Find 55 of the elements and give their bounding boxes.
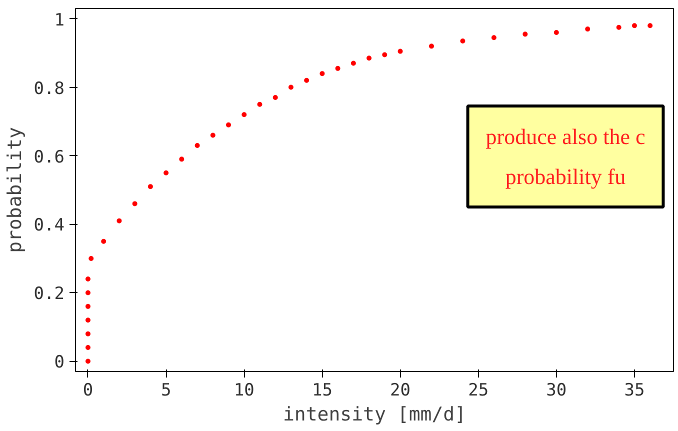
annotation: produce also the c	[486, 124, 646, 149]
annotation: probability fu	[505, 164, 626, 189]
point	[85, 276, 90, 282]
y-axis-title: probability	[4, 127, 26, 253]
x-tick-label: 15	[312, 380, 332, 400]
point	[460, 38, 466, 44]
x-tick-label: 20	[390, 380, 411, 400]
point	[194, 142, 200, 148]
point	[382, 52, 388, 58]
point	[288, 84, 294, 90]
point	[85, 318, 90, 323]
point	[398, 48, 403, 54]
point	[648, 23, 653, 28]
point	[335, 66, 340, 71]
point	[179, 156, 184, 162]
point	[132, 201, 138, 206]
point	[428, 44, 434, 49]
point	[491, 35, 496, 40]
point	[632, 23, 637, 28]
point	[88, 256, 94, 261]
point	[85, 345, 90, 350]
x-axis-title: intensity [mm/d]	[282, 404, 466, 426]
point	[522, 32, 528, 37]
point	[366, 56, 372, 61]
x-tick-label: 30	[546, 380, 567, 400]
point	[85, 290, 90, 296]
y-tick-label: 1	[54, 10, 65, 30]
point	[320, 71, 325, 76]
point	[585, 26, 590, 32]
point	[116, 218, 122, 224]
point	[616, 24, 622, 30]
point	[210, 132, 216, 138]
x-tick-label: 5	[160, 380, 172, 400]
point	[164, 170, 169, 176]
y-tick-label: 0.6	[34, 147, 65, 168]
point	[272, 95, 278, 100]
point	[85, 358, 90, 364]
point	[101, 238, 106, 244]
point	[226, 122, 232, 128]
point	[148, 184, 153, 190]
point	[242, 112, 247, 118]
point	[554, 30, 559, 35]
x-tick-label: 35	[624, 380, 645, 400]
point	[85, 331, 90, 336]
point	[304, 78, 310, 83]
y-tick-label: 0.2	[34, 284, 65, 304]
point	[350, 60, 356, 66]
x-tick-label: 0	[82, 380, 94, 400]
point	[257, 102, 262, 107]
y-tick-label: 0.8	[34, 78, 65, 99]
y-tick-label: 0	[54, 352, 65, 373]
point	[85, 304, 90, 309]
y-tick-label: 0.4	[34, 216, 65, 236]
x-tick-label: 10	[234, 380, 254, 400]
x-tick-label: 25	[468, 380, 489, 400]
